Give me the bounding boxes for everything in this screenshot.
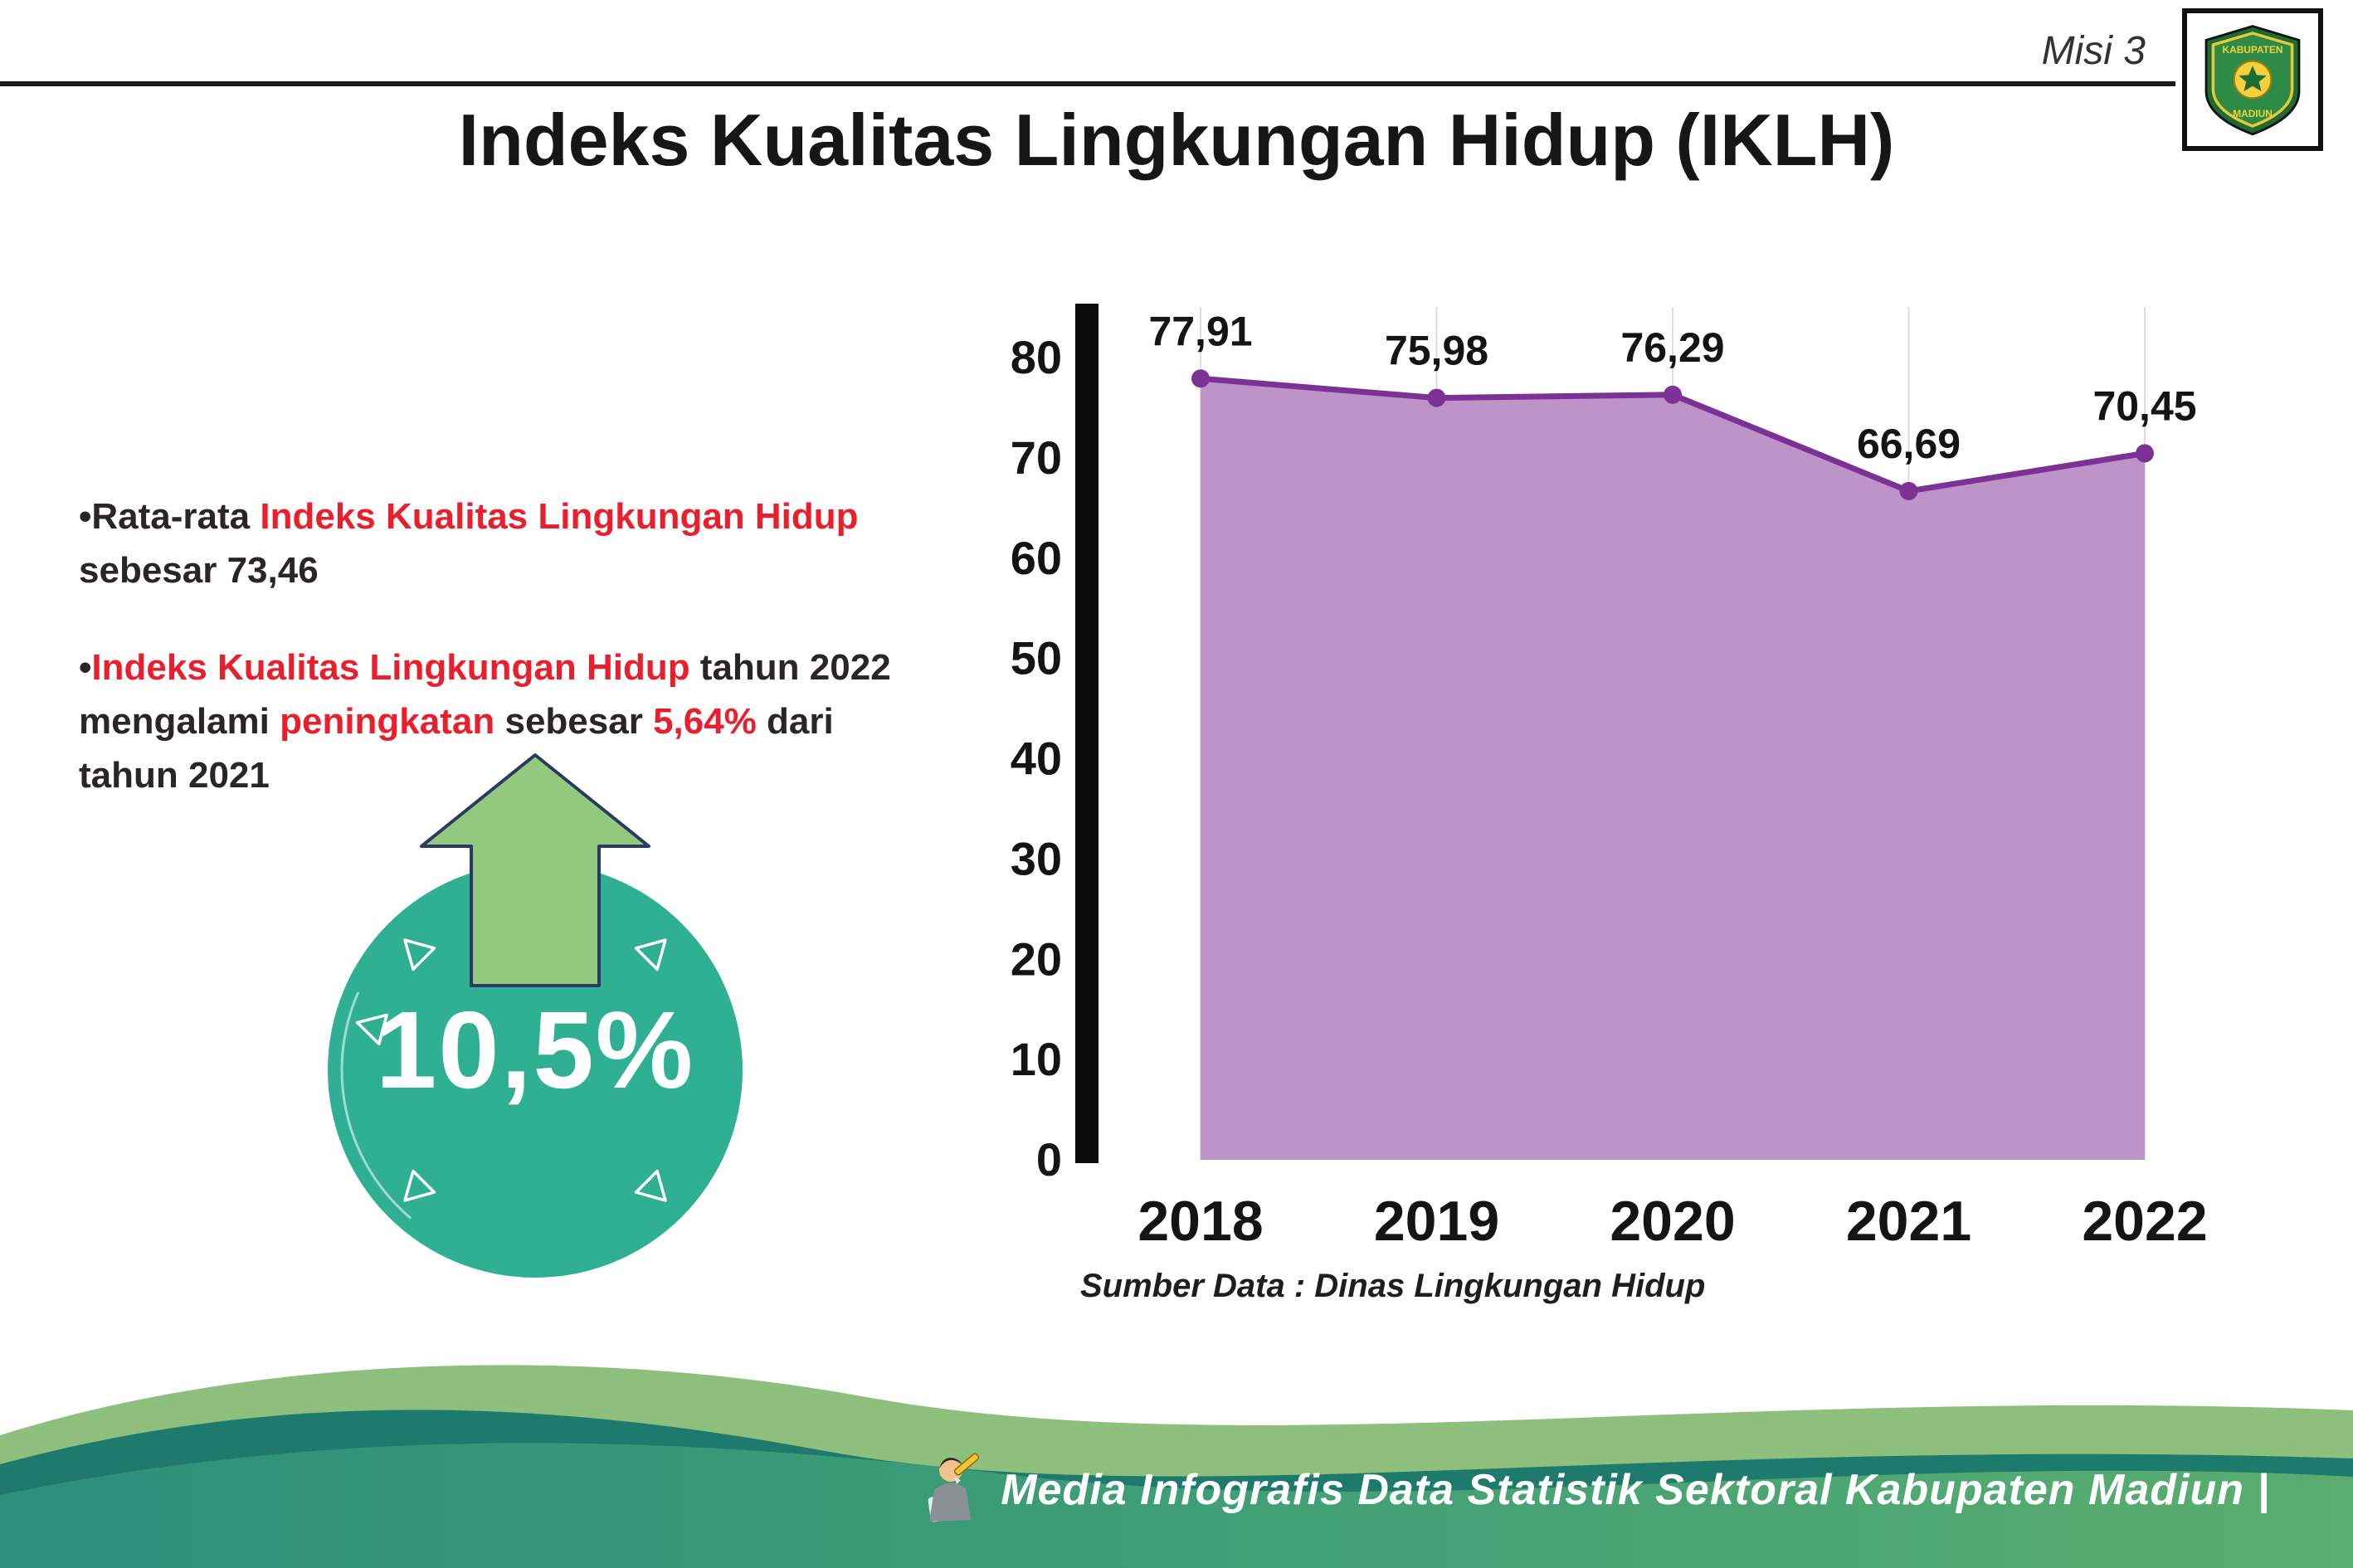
up-arrow-icon bbox=[420, 753, 650, 987]
y-tick-label: 30 bbox=[1011, 832, 1062, 884]
bullet-increase-2022: •Indeks Kualitas Lingkungan Hidup tahun … bbox=[79, 640, 1033, 802]
value-label: 77,91 bbox=[1148, 308, 1252, 354]
increase-percentage-value: 10,5% bbox=[375, 989, 695, 1111]
y-tick-label: 20 bbox=[1011, 933, 1062, 985]
y-tick-label: 50 bbox=[1011, 632, 1062, 684]
x-tick-label: 2018 bbox=[1138, 1190, 1263, 1253]
value-label: 75,98 bbox=[1385, 328, 1488, 374]
bullet-text: sebesar bbox=[494, 701, 654, 743]
x-tick-label: 2019 bbox=[1374, 1190, 1499, 1253]
x-tick-label: 2022 bbox=[2082, 1190, 2207, 1253]
bullet-highlight: Indeks Kualitas Lingkungan Hidup bbox=[91, 647, 690, 689]
chart-source-note: Sumber Data : Dinas Lingkungan Hidup bbox=[1080, 1268, 1706, 1304]
footer-wave-decoration bbox=[0, 1365, 2353, 1568]
misi-label: Misi 3 bbox=[2041, 29, 2146, 73]
bullet-average-iklh: •Rata-rata Indeks Kualitas Lingkungan Hi… bbox=[79, 489, 1033, 597]
x-tick-label: 2020 bbox=[1610, 1190, 1735, 1253]
badge-tick-marks bbox=[340, 875, 730, 1265]
value-label: 70,45 bbox=[2092, 382, 2196, 429]
bullet-text: sebesar 73,46 bbox=[79, 550, 319, 592]
bullet-text: dari bbox=[756, 701, 834, 743]
y-tick-label: 70 bbox=[1011, 431, 1062, 484]
y-tick-label: 0 bbox=[1036, 1133, 1062, 1186]
svg-text:KABUPATEN: KABUPATEN bbox=[2223, 44, 2283, 56]
value-label: 66,69 bbox=[1857, 421, 1961, 467]
iklh-area-chart: 77,91 75,98 76,29 66,69 70,45 0 10 20 30 40 50 60 70… bbox=[954, 299, 2282, 1336]
bullet-dot: • bbox=[79, 647, 92, 689]
svg-text:MADIUN: MADIUN bbox=[2233, 108, 2273, 119]
bullet-dot: • bbox=[79, 496, 92, 537]
bullet-text: mengalami bbox=[79, 701, 280, 743]
data-point bbox=[1664, 385, 1682, 404]
header-divider-line bbox=[0, 81, 2175, 86]
y-tick-label: 80 bbox=[1011, 331, 1062, 383]
data-point bbox=[2136, 444, 2154, 463]
data-point bbox=[1427, 388, 1446, 407]
footer-bar: Media Infografis Data Statistik Sektoral… bbox=[918, 1452, 2270, 1528]
bullet-highlight: 5,64% bbox=[653, 701, 757, 743]
data-point bbox=[1899, 481, 1918, 500]
bullet-highlight: Indeks Kualitas Lingkungan Hidup bbox=[260, 496, 859, 537]
page-title: Indeks Kualitas Lingkungan Hidup (IKLH) bbox=[458, 99, 1895, 181]
area-fill bbox=[1201, 378, 2145, 1160]
x-tick-label: 2021 bbox=[1846, 1190, 1971, 1253]
y-tick-label: 10 bbox=[1011, 1033, 1062, 1085]
kabupaten-madiun-logo: KABUPATEN MADIUN bbox=[2182, 8, 2323, 151]
bullet-text: tahun 2022 bbox=[689, 647, 891, 689]
bullet-text: Rata-rata bbox=[91, 496, 261, 537]
bullet-text: tahun 2021 bbox=[79, 755, 270, 796]
value-label: 76,29 bbox=[1620, 324, 1724, 371]
mascot-icon bbox=[928, 1453, 980, 1522]
footer-caption: Media Infografis Data Statistik Sektoral… bbox=[1001, 1466, 2270, 1514]
bullet-highlight: peningkatan bbox=[280, 701, 495, 743]
logo-shield-icon: KABUPATEN MADIUN bbox=[2204, 25, 2301, 136]
y-tick-label: 40 bbox=[1011, 733, 1062, 785]
data-point bbox=[1191, 369, 1210, 388]
y-axis-bar bbox=[1075, 304, 1099, 1163]
y-tick-label: 60 bbox=[1011, 532, 1062, 584]
iklh-chart-svg: 77,91 75,98 76,29 66,69 70,45 0 10 20 30 40 50 60 70… bbox=[1011, 304, 2208, 1253]
summary-bullets: •Rata-rata Indeks Kualitas Lingkungan Hi… bbox=[79, 489, 1033, 846]
